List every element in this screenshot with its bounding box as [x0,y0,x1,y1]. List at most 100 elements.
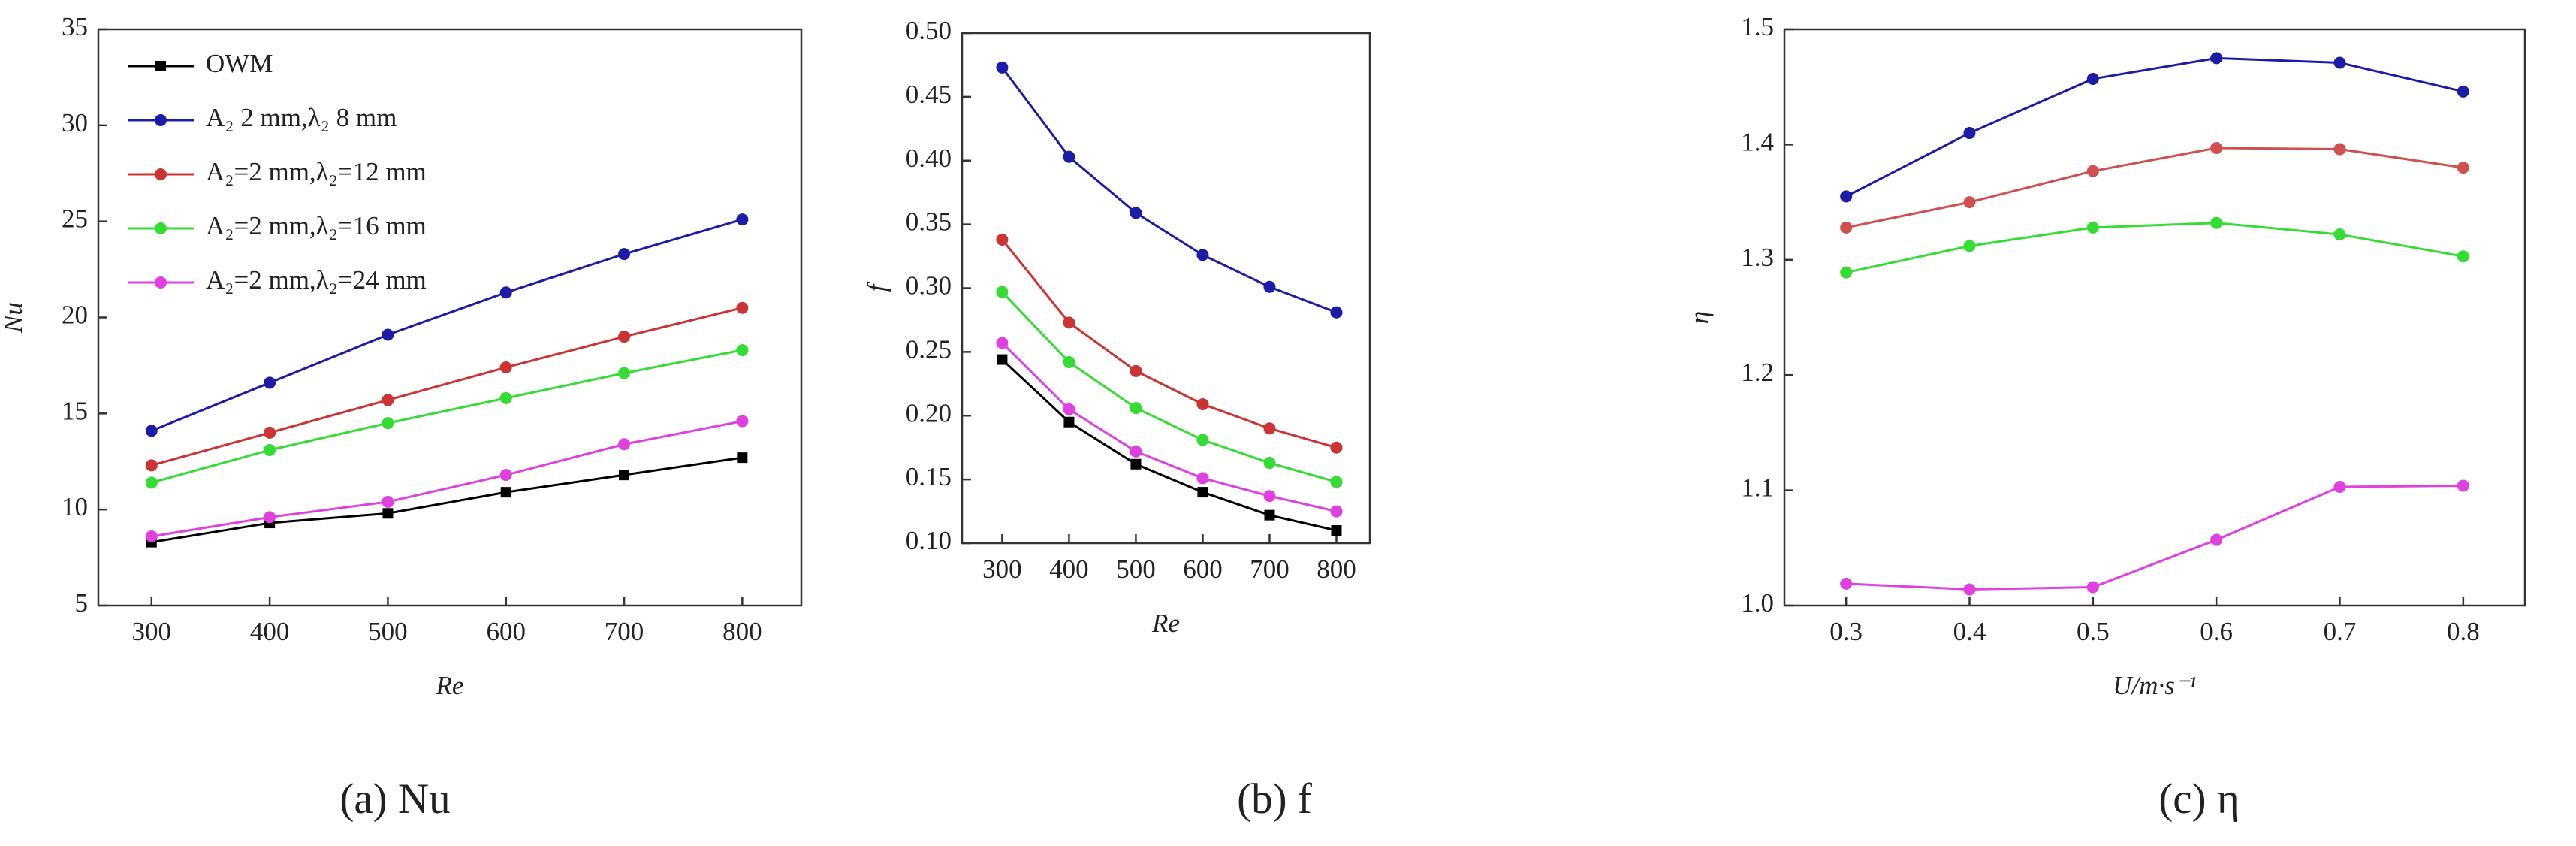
marker [264,443,276,456]
marker [1063,355,1075,368]
series-line [1001,291,1337,483]
marker [2333,56,2346,69]
marker [2457,85,2469,98]
x-tick-label: 700 [1250,554,1290,584]
marker [1330,505,1343,518]
marker [1840,577,1853,590]
x-tick-label: 0.4 [1953,617,1986,646]
y-tick-label: 1.5 [1741,12,1774,41]
marker [618,248,631,261]
legend-label: A₂=2 mm,λ₂=24 mm [206,265,427,295]
marker [1263,457,1276,470]
series-line [151,307,743,467]
series-line [1845,147,2464,229]
plot-frame [1783,28,2526,607]
y-tick-label: 1.4 [1741,127,1774,156]
y-tick-label: 35 [62,12,88,41]
marker [996,233,1009,246]
marker [264,376,276,389]
series-line [151,349,743,484]
marker [618,331,631,343]
marker [145,459,158,472]
legend-label: A₂=2 mm,λ₂=16 mm [206,211,427,240]
marker [1063,316,1075,329]
series-line [1001,342,1337,513]
marker [1063,403,1075,415]
marker [2333,228,2346,241]
marker [996,61,1009,74]
legend-marker [155,168,167,180]
y-tick-label: 25 [62,204,88,234]
marker [1063,416,1075,428]
x-tick-label: 300 [982,554,1022,584]
marker [145,476,158,489]
marker [500,487,511,498]
marker [1130,458,1142,470]
marker [1263,490,1276,503]
marker [1130,364,1142,377]
y-tick-label: 0.15 [906,462,952,491]
marker [2457,250,2469,263]
marker [382,417,394,430]
legend-marker [155,222,167,234]
marker [382,508,394,519]
legend-label: A₂ 2 mm,λ₂ 8 mm [206,103,397,132]
marker [1330,306,1343,319]
y-tick-label: 1.2 [1741,358,1774,387]
marker [1331,525,1342,536]
marker [2457,162,2469,174]
y-tick-label: 15 [62,396,88,425]
marker [499,286,512,299]
x-tick-label: 0.5 [2077,617,2110,646]
marker [1840,221,1853,234]
x-tick-label: 0.3 [1829,617,1863,646]
x-tick-label: 300 [132,617,172,646]
marker [736,301,749,314]
x-tick-label: 400 [250,617,290,646]
y-axis-label: η [1685,311,1714,324]
y-tick-label: 0.10 [906,526,952,555]
marker [736,415,749,428]
marker [1196,397,1209,410]
marker [2086,72,2099,85]
marker [1963,583,1976,596]
caption: (b) f [1237,775,1312,823]
y-axis-label: Nu [0,302,28,334]
caption: (a) Nu [339,775,450,823]
marker [2210,52,2223,65]
plot-frame [961,32,1371,545]
marker [1130,207,1142,219]
marker [1840,190,1853,203]
marker [2086,165,2099,177]
marker [2457,479,2469,492]
y-tick-label: 0.40 [906,144,952,173]
marker [618,367,631,379]
series-line [1001,358,1337,532]
series-line [1846,484,2463,591]
caption: (c) η [2158,775,2239,823]
y-tick-label: 1.0 [1741,588,1774,618]
x-axis-label: Re [436,671,464,700]
marker [2210,142,2223,155]
marker [382,495,394,508]
y-tick-label: 0.25 [906,334,952,364]
x-tick-label: 400 [1049,554,1089,584]
x-axis-label: U/m·s⁻¹ [2113,671,2197,700]
marker [996,337,1009,349]
marker [1264,509,1275,521]
marker [1196,434,1209,446]
legend-label: OWM [206,49,273,78]
x-tick-label: 500 [368,617,408,646]
x-tick-label: 0.7 [2324,617,2357,646]
x-axis-label: Re [1151,609,1180,638]
x-tick-label: 700 [605,617,644,646]
marker [2210,216,2223,229]
marker [382,394,394,406]
legend-marker [155,114,167,126]
marker [499,361,512,373]
marker [996,286,1009,298]
y-tick-label: 0.35 [906,207,952,237]
marker [619,470,630,481]
marker [1130,402,1142,415]
